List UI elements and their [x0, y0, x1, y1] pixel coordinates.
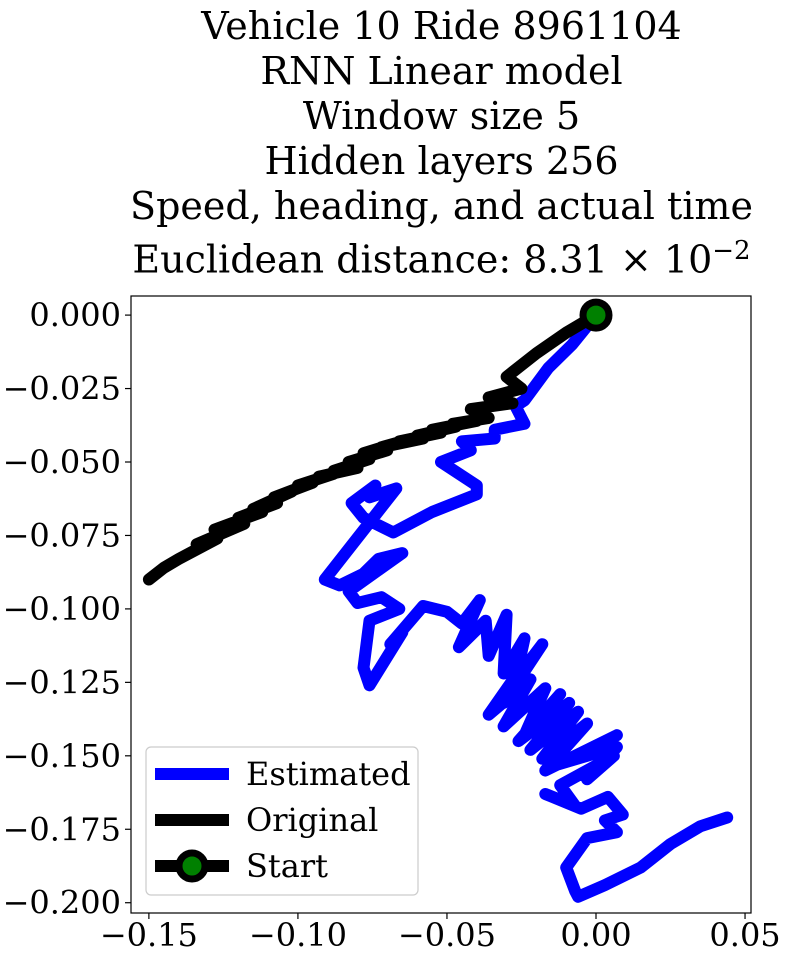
y-tick-label: −0.150 [3, 737, 121, 775]
legend-label-start: Start [246, 847, 328, 885]
title-line-2: RNN Linear model [260, 49, 623, 93]
title-metric-base: 10 [663, 237, 713, 282]
y-tick-label: −0.200 [3, 884, 121, 922]
plot-frame [130, 295, 752, 914]
y-tick-label: −0.175 [3, 810, 121, 848]
legend: Estimated Original Start [145, 746, 419, 896]
series-layer [142, 298, 734, 903]
start-marker [579, 298, 613, 332]
y-tick-label: −0.100 [3, 590, 121, 628]
axes-ticks: −0.15 −0.10 −0.05 0.00 0.05 0.000 −0.025 −0.050… [3, 296, 781, 954]
y-tick-label: −0.050 [3, 443, 121, 481]
legend-label-original: Original [246, 801, 378, 839]
title-line-1: Vehicle 10 Ride 8961104 [201, 4, 682, 48]
title-line-6: Euclidean distance: 8.31 × 10−2 [0, 229, 787, 283]
title-metric-exponent: −2 [712, 236, 751, 266]
x-tick-label: −0.05 [398, 916, 496, 954]
title-line-5: Speed, heading, and actual time [130, 184, 753, 228]
series-line-estimated [318, 309, 734, 903]
legend-box [145, 746, 419, 896]
x-tick-label: 0.00 [560, 916, 631, 954]
series-line-original [142, 309, 602, 586]
y-tick-label: −0.075 [3, 516, 121, 554]
x-tick-label: −0.15 [100, 916, 198, 954]
x-tick-label: −0.10 [249, 916, 347, 954]
y-tick-label: −0.025 [3, 370, 121, 408]
title-metric-times: × [619, 237, 652, 282]
title-line-4: Hidden layers 256 [264, 139, 619, 183]
y-tick-label: 0.000 [29, 296, 121, 334]
legend-start-marker [175, 849, 209, 883]
legend-label-estimated: Estimated [246, 755, 411, 793]
title-metric-prefix: Euclidean distance: 8.31 [132, 237, 608, 282]
x-tick-label: 0.05 [709, 916, 780, 954]
y-tick-label: −0.125 [3, 663, 121, 701]
title-line-3: Window size 5 [302, 94, 581, 138]
chart-title: Vehicle 10 Ride 8961104 RNN Linear model… [0, 4, 787, 283]
